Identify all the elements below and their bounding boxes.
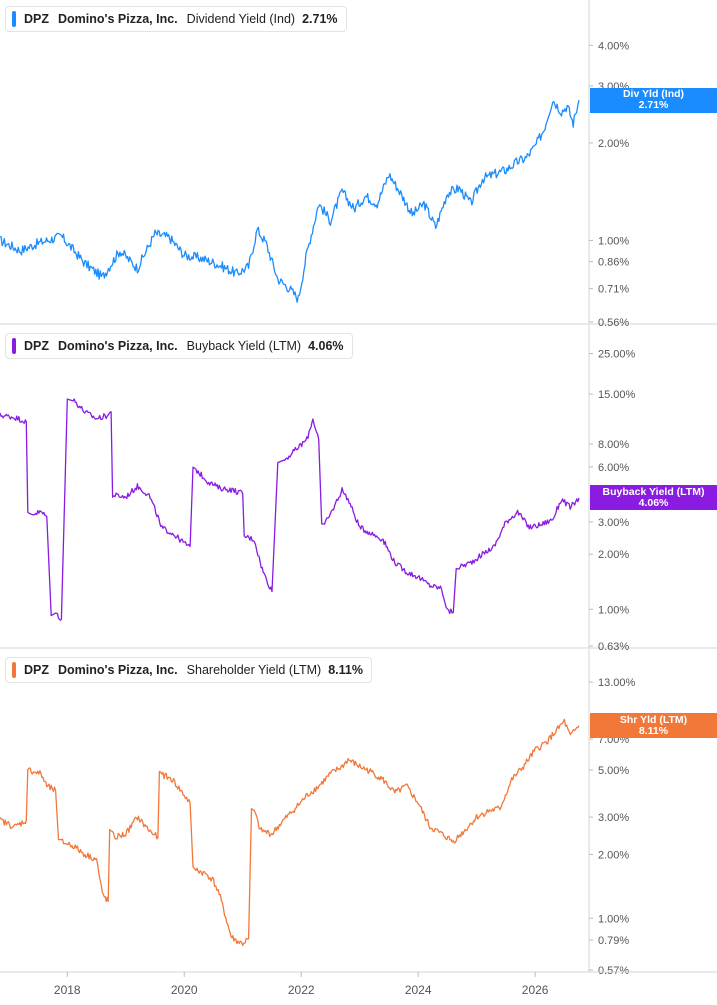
value-tag-value: 4.06% xyxy=(638,496,669,509)
value-tag-value: 8.11% xyxy=(638,724,669,737)
legend-company: Domino's Pizza, Inc. xyxy=(58,12,178,26)
y-tick-label: 5.00% xyxy=(598,765,629,777)
legend-metric: Dividend Yield (Ind) xyxy=(186,12,296,26)
y-tick-label: 0.63% xyxy=(598,641,629,653)
y-tick-label: 1.00% xyxy=(598,235,629,247)
y-tick-label: 0.79% xyxy=(598,935,629,947)
legend-ticker: DPZ xyxy=(24,12,49,26)
y-tick-label: 2.00% xyxy=(598,549,629,561)
x-tick-label: 2018 xyxy=(54,983,81,997)
series-line xyxy=(0,718,580,946)
x-tick-label: 2020 xyxy=(171,983,198,997)
y-tick-label: 0.71% xyxy=(598,284,629,296)
y-tick-label: 0.86% xyxy=(598,257,629,269)
x-tick-label: 2022 xyxy=(288,983,315,997)
legend-swatch xyxy=(12,662,16,678)
series-line xyxy=(0,398,580,621)
y-tick-label: 15.00% xyxy=(598,389,636,401)
series-line xyxy=(0,100,580,303)
legend-value: 8.11% xyxy=(328,663,363,677)
y-tick-label: 2.00% xyxy=(598,849,629,861)
legend-dividend-yield: DPZ Domino's Pizza, Inc. Dividend Yield … xyxy=(5,6,347,32)
x-tick-label: 2024 xyxy=(405,983,432,997)
dividend-yield-panel: 4.00%3.00%2.00%1.00%0.86%0.71%0.56% xyxy=(0,0,717,329)
y-tick-label: 1.00% xyxy=(598,604,629,616)
value-tag-shareholder-yield: Shr Yld (LTM) 8.11% xyxy=(590,713,717,739)
legend-metric: Shareholder Yield (LTM) xyxy=(186,663,322,677)
y-tick-label: 2.00% xyxy=(598,138,629,150)
value-tag-buyback-yield: Buyback Yield (LTM) 4.06% xyxy=(590,485,717,511)
x-tick-label: 2026 xyxy=(522,983,549,997)
value-tag-value: 2.71% xyxy=(638,99,669,112)
legend-swatch xyxy=(12,338,16,354)
legend-buyback-yield: DPZ Domino's Pizza, Inc. Buyback Yield (… xyxy=(5,333,353,359)
legend-company: Domino's Pizza, Inc. xyxy=(58,663,178,677)
y-tick-label: 8.00% xyxy=(598,439,629,451)
legend-swatch xyxy=(12,11,16,27)
y-tick-label: 13.00% xyxy=(598,677,636,689)
legend-value: 2.71% xyxy=(302,12,338,26)
legend-ticker: DPZ xyxy=(24,663,49,677)
shareholder-yield-panel: 13.00%7.00%5.00%3.00%2.00%1.00%0.79%0.57… xyxy=(0,649,717,977)
legend-ticker: DPZ xyxy=(24,339,49,353)
legend-shareholder-yield: DPZ Domino's Pizza, Inc. Shareholder Yie… xyxy=(5,657,372,683)
x-axis: 2018 2020 2022 2024 2026 xyxy=(0,971,717,997)
y-tick-label: 6.00% xyxy=(598,462,629,474)
y-tick-label: 0.56% xyxy=(598,317,629,329)
legend-value: 4.06% xyxy=(308,339,344,353)
value-tag-label: Shr Yld (LTM) xyxy=(619,713,688,726)
value-tag-label: Buyback Yield (LTM) xyxy=(602,485,705,498)
y-tick-label: 3.00% xyxy=(598,812,629,824)
legend-metric: Buyback Yield (LTM) xyxy=(186,339,302,353)
y-tick-label: 3.00% xyxy=(598,517,629,529)
y-tick-label: 4.00% xyxy=(598,40,629,52)
y-tick-label: 25.00% xyxy=(598,348,636,360)
value-tag-label: Div Yld (Ind) xyxy=(622,88,685,101)
y-tick-label: 1.00% xyxy=(598,913,629,925)
value-tag-dividend-yield: Div Yld (Ind) 2.71% xyxy=(590,87,717,113)
buyback-yield-panel: 25.00% 15.00% 8.00% 6.00% 3.00% 2.00% 1.00% 0.6… xyxy=(0,325,717,653)
y-tick-label: 0.57% xyxy=(598,965,629,977)
legend-company: Domino's Pizza, Inc. xyxy=(58,339,178,353)
